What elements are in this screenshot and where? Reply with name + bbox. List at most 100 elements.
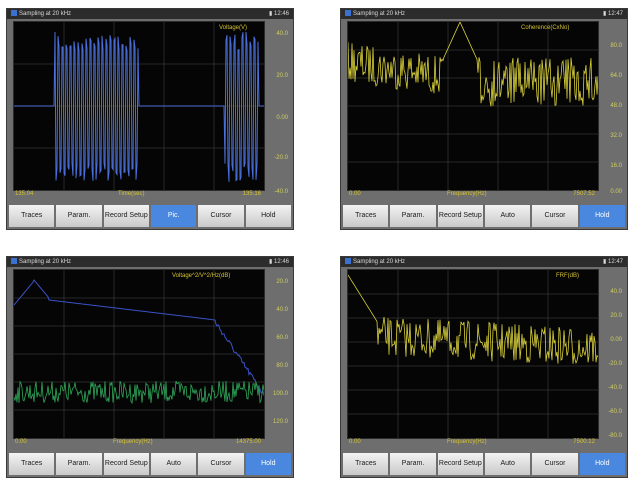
y-tick: 40.0 bbox=[276, 307, 288, 313]
y-tick: 0.00 bbox=[276, 115, 288, 121]
plot-area[interactable] bbox=[347, 269, 599, 439]
record-setup-button[interactable]: Record Setup bbox=[103, 205, 149, 227]
cursor-button[interactable]: Cursor bbox=[198, 205, 244, 227]
device-screen-coherence: Sampling at 20 kHz ▮ 12:47 Coherence(CxN… bbox=[340, 8, 628, 230]
param-button[interactable]: Param. bbox=[56, 205, 102, 227]
hold-button[interactable]: Hold bbox=[579, 205, 625, 227]
x-axis-title: Frequency(Hz) bbox=[447, 439, 487, 445]
softkey-bar: Traces Param. Record Setup Auto Cursor H… bbox=[343, 205, 625, 227]
bluetooth-icon bbox=[345, 10, 351, 17]
sampling-status: Sampling at 20 kHz bbox=[19, 259, 72, 265]
cursor-button[interactable]: Cursor bbox=[198, 453, 244, 475]
traces-button[interactable]: Traces bbox=[343, 453, 389, 475]
x-axis-title: Time(sec) bbox=[118, 191, 145, 197]
record-setup-button[interactable]: Record Setup bbox=[103, 453, 149, 475]
x-axis-labels: 135.04 Time(sec) 135.16 bbox=[13, 191, 263, 199]
y-tick: 120.0 bbox=[272, 419, 288, 425]
x-axis-labels: 0.00 Frequency(Hz) 14375.00 bbox=[13, 439, 263, 447]
x-left-label: 0.00 bbox=[349, 191, 361, 197]
plot-area[interactable] bbox=[13, 21, 265, 191]
y-tick: 20.0 bbox=[276, 73, 288, 79]
clock: 12:47 bbox=[607, 11, 623, 17]
softkey-bar: Traces Param. Record Setup Pic. Cursor H… bbox=[9, 205, 291, 227]
spectrum-plot bbox=[14, 270, 264, 438]
cursor-button[interactable]: Cursor bbox=[532, 453, 578, 475]
traces-button[interactable]: Traces bbox=[9, 205, 55, 227]
status-bar: Sampling at 20 kHz ▮ 12:47 bbox=[341, 257, 627, 267]
record-setup-button[interactable]: Record Setup bbox=[437, 205, 483, 227]
x-axis-labels: 0.00 Frequency(Hz) 7507.52 bbox=[347, 191, 597, 199]
softkey-bar: Traces Param. Record Setup Auto Cursor H… bbox=[9, 453, 291, 475]
y-tick: 0.00 bbox=[610, 337, 622, 343]
y-tick: -40.0 bbox=[274, 189, 288, 195]
y-tick: 0.00 bbox=[610, 189, 622, 195]
battery-icon: ▮ bbox=[603, 259, 607, 265]
y-tick: 80.0 bbox=[610, 43, 622, 49]
y-axis-title: Voltage^2/V^2/Hz(dB) bbox=[172, 273, 231, 279]
traces-button[interactable]: Traces bbox=[9, 453, 55, 475]
voltage-trace bbox=[14, 31, 264, 182]
plot-grid bbox=[348, 270, 598, 438]
y-tick: 60.0 bbox=[276, 335, 288, 341]
x-left-label: 135.04 bbox=[15, 191, 34, 197]
y-tick: 40.0 bbox=[610, 289, 622, 295]
pic-button[interactable]: Pic. bbox=[150, 205, 197, 227]
param-button[interactable]: Param. bbox=[390, 205, 436, 227]
auto-button[interactable]: Auto bbox=[484, 453, 531, 475]
device-screen-spectrum: Sampling at 20 kHz ▮ 12:46 Voltage^2/V^2… bbox=[6, 256, 294, 478]
y-tick: 20.0 bbox=[610, 313, 622, 319]
battery-icon: ▮ bbox=[603, 11, 607, 17]
auto-button[interactable]: Auto bbox=[484, 205, 531, 227]
softkey-bar: Traces Param. Record Setup Auto Cursor H… bbox=[343, 453, 625, 475]
bluetooth-icon bbox=[345, 258, 351, 265]
auto-button[interactable]: Auto bbox=[150, 453, 197, 475]
plot-grid bbox=[348, 22, 598, 190]
param-button[interactable]: Param. bbox=[390, 453, 436, 475]
plot-area[interactable] bbox=[347, 21, 599, 191]
x-left-label: 0.00 bbox=[15, 439, 27, 445]
bluetooth-icon bbox=[11, 258, 17, 265]
y-tick: 32.0 bbox=[610, 133, 622, 139]
x-axis-title: Frequency(Hz) bbox=[113, 439, 153, 445]
status-bar: Sampling at 20 kHz ▮ 12:46 bbox=[7, 257, 293, 267]
cursor-button[interactable]: Cursor bbox=[532, 205, 578, 227]
hold-button[interactable]: Hold bbox=[579, 453, 625, 475]
time-signal-plot bbox=[14, 22, 264, 190]
hold-button[interactable]: Hold bbox=[245, 453, 291, 475]
x-axis-title: Frequency(Hz) bbox=[447, 191, 487, 197]
coherence-plot bbox=[348, 22, 598, 190]
status-bar: Sampling at 20 kHz ▮ 12:47 bbox=[341, 9, 627, 19]
noise-floor-trace bbox=[14, 380, 264, 405]
battery-icon: ▮ bbox=[269, 11, 273, 17]
param-button[interactable]: Param. bbox=[56, 453, 102, 475]
record-setup-button[interactable]: Record Setup bbox=[437, 453, 483, 475]
device-screen-time-signal: Sampling at 20 kHz ▮ 12:46 Voltage(V) 40… bbox=[6, 8, 294, 230]
hold-button[interactable]: Hold bbox=[245, 205, 291, 227]
traces-button[interactable]: Traces bbox=[343, 205, 389, 227]
frf-plot bbox=[348, 270, 598, 438]
battery-icon: ▮ bbox=[269, 259, 273, 265]
y-tick: 40.0 bbox=[276, 31, 288, 37]
plot-area[interactable] bbox=[13, 269, 265, 439]
x-axis-labels: 0.00 Frequency(Hz) 7500.12 bbox=[347, 439, 597, 447]
y-tick: -60.0 bbox=[608, 409, 622, 415]
bluetooth-icon bbox=[11, 10, 17, 17]
clock: 12:47 bbox=[607, 259, 623, 265]
coherence-trace bbox=[348, 22, 598, 107]
y-tick: -20.0 bbox=[608, 361, 622, 367]
y-tick: 80.0 bbox=[276, 363, 288, 369]
y-tick: 20.0 bbox=[276, 279, 288, 285]
clock: 12:46 bbox=[273, 259, 289, 265]
clock: 12:46 bbox=[273, 11, 289, 17]
x-right-label: 7500.12 bbox=[573, 439, 595, 445]
sampling-status: Sampling at 20 kHz bbox=[353, 259, 406, 265]
y-tick: -40.0 bbox=[608, 385, 622, 391]
sampling-status: Sampling at 20 kHz bbox=[353, 11, 406, 17]
plot-grid bbox=[14, 270, 264, 438]
y-axis-title: FRF(dB) bbox=[556, 273, 579, 279]
y-axis-title: Voltage(V) bbox=[219, 25, 248, 31]
x-right-label: 135.16 bbox=[242, 191, 261, 197]
y-tick: 48.0 bbox=[610, 103, 622, 109]
x-right-label: 7507.52 bbox=[573, 191, 595, 197]
x-left-label: 0.00 bbox=[349, 439, 361, 445]
